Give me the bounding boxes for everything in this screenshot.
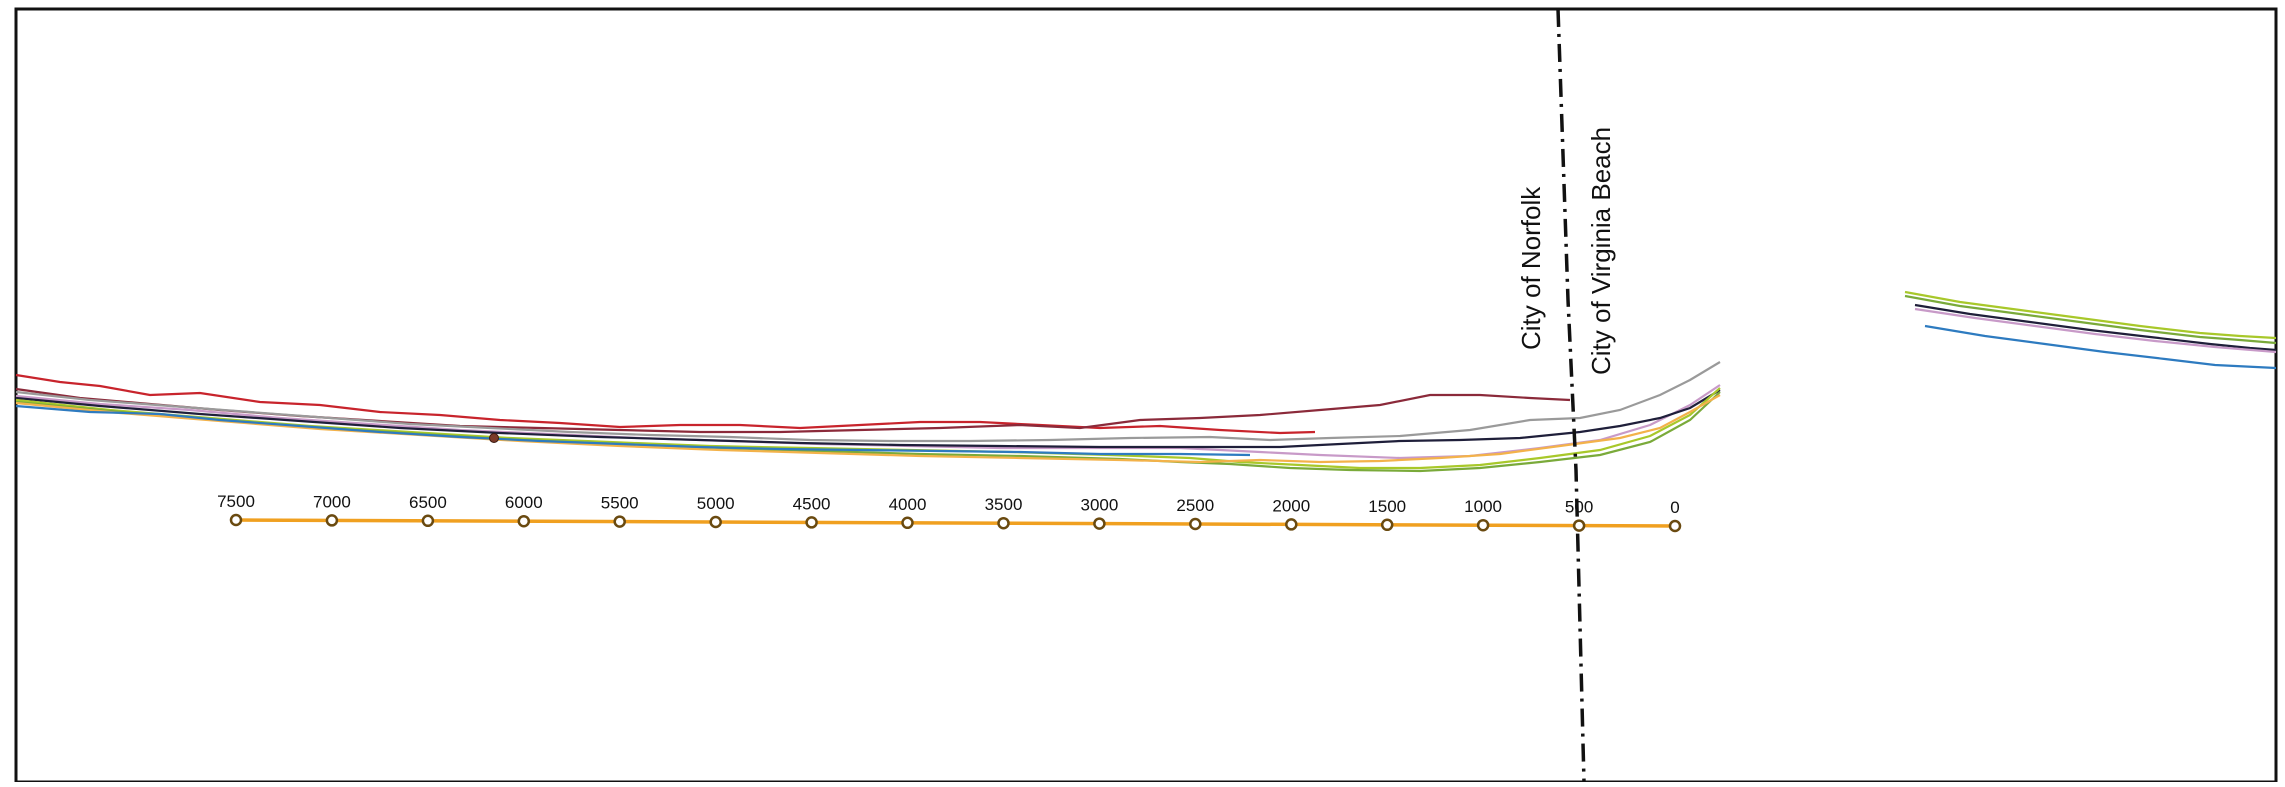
map-border <box>14 7 2278 784</box>
baseline-station-label: 1500 <box>1368 497 1406 516</box>
baseline-station-marker <box>421 514 435 528</box>
shoreline-blue <box>15 404 1251 457</box>
baseline-station-marker <box>1380 518 1394 532</box>
baseline-station-marker <box>1093 517 1106 530</box>
city-boundary-line <box>1556 8 1586 783</box>
shoreline-gray <box>15 361 1721 443</box>
shorelines-west <box>15 361 1721 473</box>
baseline-station-marker <box>709 515 722 529</box>
baseline-station-marker <box>613 515 626 528</box>
city-of-virginia-beach-label: City of Virginia Beach <box>1586 127 1616 375</box>
baseline-station-label: 3000 <box>1080 496 1118 515</box>
baseline-station-label: 3500 <box>985 495 1023 514</box>
distance-baseline: 7500 7000 6500 6000 5500 5000 4500 4000 3500 3000… <box>217 492 1682 533</box>
baseline-station-marker <box>805 516 818 529</box>
shoreline-east-olive <box>1904 294 2277 345</box>
baseline-station-marker <box>325 514 339 527</box>
city-of-norfolk-label: City of Norfolk <box>1516 186 1546 350</box>
baseline-station-label: 6000 <box>505 493 543 512</box>
baseline-station-marker <box>1285 518 1298 531</box>
baseline-station-label: 500 <box>1565 498 1593 517</box>
baseline-station-label: 2500 <box>1176 496 1214 515</box>
baseline-line <box>235 518 1676 528</box>
baseline-station-marker <box>1668 519 1682 533</box>
baseline-station-label: 7000 <box>313 492 351 511</box>
shoreline-east-blue <box>1924 324 2277 370</box>
baseline-station-marker <box>1572 519 1586 532</box>
shoreline-east-navy <box>1914 303 2277 352</box>
baseline-station-marker <box>1189 517 1202 531</box>
baseline-station-label: 6500 <box>409 493 447 512</box>
baseline-station-label: 7500 <box>217 492 255 511</box>
shoreline-navy <box>15 389 1721 449</box>
baseline-station-marker <box>1476 518 1490 532</box>
baseline-station-label: 4000 <box>889 495 927 514</box>
baseline-station-label: 4500 <box>793 494 831 513</box>
baseline-station-label: 5000 <box>697 494 735 513</box>
shoreline-east-green <box>1904 290 2277 340</box>
baseline-station-marker <box>901 516 914 530</box>
baseline-station-marker <box>229 513 243 527</box>
baseline-station-label: 0 <box>1670 498 1679 517</box>
shoreline-east-purple <box>1914 307 2277 354</box>
baseline-station-label: 1000 <box>1464 497 1502 516</box>
baseline-station-marker <box>517 514 531 528</box>
point-marker <box>489 433 499 443</box>
shorelines-east <box>1904 290 2277 370</box>
baseline-station-label: 5500 <box>601 494 639 513</box>
shoreline-red <box>15 373 1316 435</box>
baseline-station-marker <box>997 516 1010 530</box>
baseline-station-label: 2000 <box>1272 496 1310 515</box>
